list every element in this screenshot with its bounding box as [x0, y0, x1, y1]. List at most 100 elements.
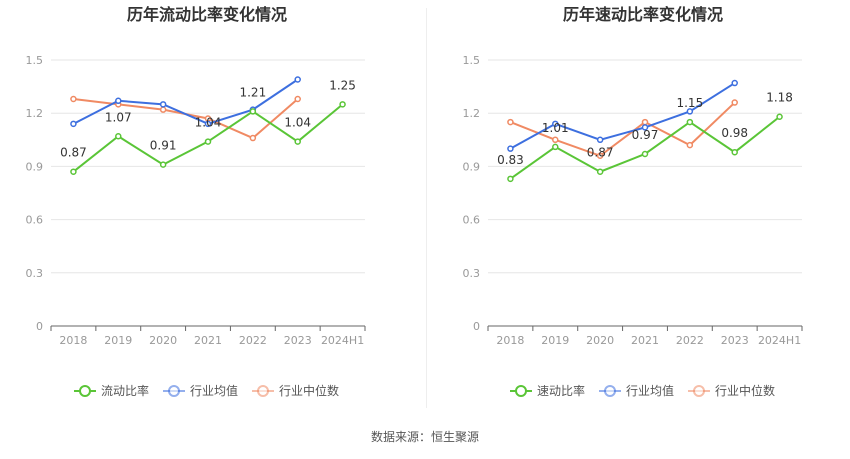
data-label: 1.04	[284, 116, 311, 130]
data-point-avg	[204, 120, 212, 128]
data-point-ratio	[70, 168, 77, 175]
legend-item-avg[interactable]: 行业均值	[599, 383, 674, 398]
data-point-median	[686, 141, 694, 149]
y-tick-label: 0	[36, 320, 43, 333]
data-point-avg	[70, 120, 77, 128]
x-tick-label: 2018	[59, 334, 87, 347]
legend-marker-icon	[79, 385, 91, 397]
x-tick-label: 2019	[104, 334, 132, 347]
x-tick-label: 2022	[676, 334, 704, 347]
y-tick-label: 0.3	[463, 267, 481, 280]
data-point-ratio	[731, 148, 738, 156]
y-tick-label: 0.9	[463, 160, 481, 173]
data-point-avg	[596, 136, 604, 144]
y-tick-label: 0.9	[26, 160, 44, 173]
data-point-avg	[641, 124, 649, 131]
data-point-ratio	[204, 138, 212, 145]
data-point-avg	[507, 145, 514, 152]
data-label: 1.21	[239, 85, 266, 99]
y-tick-label: 1.2	[463, 107, 481, 120]
data-point-median	[552, 136, 559, 144]
data-point-avg	[686, 108, 694, 115]
data-point-ratio	[776, 113, 783, 120]
chart-divider	[426, 8, 427, 408]
data-label: 1.15	[676, 96, 703, 110]
y-tick-label: 0.6	[463, 214, 481, 227]
legend-label: 行业均值	[626, 383, 674, 398]
data-point-avg	[731, 79, 738, 87]
series-avg	[70, 76, 301, 128]
legend-marker-icon	[693, 385, 705, 397]
data-label: 1.18	[766, 91, 793, 105]
legend: 流动比率 行业均值 行业中位数	[74, 383, 339, 398]
y-tick-label: 1.5	[26, 54, 44, 67]
data-point-median	[507, 118, 514, 126]
data-point-avg	[552, 120, 559, 128]
chart-2: 历年速动比率变化情况 0 0.3 0.6 0.9 1.2 1.5 2018 2019 2020 20…	[463, 5, 803, 398]
series-line-avg	[72, 78, 299, 125]
data-point-avg	[294, 76, 301, 83]
data-label: 0.87	[60, 146, 87, 160]
data-point-median	[294, 95, 301, 103]
data-source-label: 数据来源：恒生聚源	[370, 430, 479, 444]
legend-marker-icon	[515, 385, 527, 397]
data-label: 1.07	[105, 110, 132, 124]
x-tick-label: 2023	[721, 334, 749, 347]
data-point-median	[70, 95, 77, 103]
chart-title: 历年速动比率变化情况	[563, 5, 723, 24]
data-label: 1.01	[542, 121, 569, 135]
legend-label: 速动比率	[537, 383, 585, 398]
series-line-avg	[509, 82, 736, 150]
chart-title: 历年流动比率变化情况	[127, 5, 287, 24]
y-tick-label: 0.3	[26, 267, 44, 280]
data-point-ratio	[159, 161, 167, 168]
series-ratio: 0.87 1.07 0.91 1.04 1.21 1.04 1.25	[60, 78, 356, 175]
data-label: 1.25	[329, 78, 356, 92]
data-point-median	[596, 152, 604, 160]
data-point-median	[641, 118, 649, 126]
data-label: 1.04	[195, 116, 222, 130]
legend-marker-icon	[257, 385, 269, 397]
data-label: 0.87	[587, 146, 614, 160]
legend-label: 流动比率	[101, 383, 149, 398]
data-point-median	[159, 106, 167, 113]
data-point-ratio	[552, 143, 559, 151]
x-tick-label: 2023	[284, 334, 312, 347]
series-avg	[507, 79, 738, 152]
series-median	[507, 99, 738, 160]
data-point-ratio	[686, 118, 694, 126]
data-label: 0.83	[497, 153, 524, 167]
x-tick-label: 2022	[239, 334, 267, 347]
data-point-median	[249, 134, 257, 142]
x-tick-label: 2020	[149, 334, 177, 347]
x-tick-label: 2019	[541, 334, 569, 347]
x-tick-label: 2021	[631, 334, 659, 347]
legend: 速动比率 行业均值 行业中位数	[510, 383, 775, 398]
data-point-avg	[115, 97, 122, 105]
x-tick-label: 2018	[496, 334, 524, 347]
legend-item-ratio[interactable]: 流动比率	[74, 383, 149, 398]
legend-label: 行业均值	[190, 383, 238, 398]
y-tick-label: 0	[473, 320, 480, 333]
legend-label: 行业中位数	[279, 383, 339, 398]
legend-item-median[interactable]: 行业中位数	[688, 383, 775, 398]
data-point-avg	[159, 101, 167, 108]
legend-item-median[interactable]: 行业中位数	[252, 383, 339, 398]
y-tick-label: 1.2	[26, 107, 44, 120]
legend-marker-icon	[168, 385, 180, 397]
x-tick-label: 2024H1	[758, 334, 801, 347]
y-tick-label: 0.6	[26, 214, 44, 227]
data-label: 0.98	[721, 126, 748, 140]
y-tick-label: 1.5	[463, 54, 481, 67]
legend-item-avg[interactable]: 行业均值	[163, 383, 238, 398]
data-point-ratio	[641, 150, 649, 158]
data-point-ratio	[115, 133, 122, 140]
data-point-ratio	[339, 101, 346, 108]
legend-marker-icon	[604, 385, 616, 397]
data-label: 0.91	[150, 139, 177, 153]
chart-1: 历年流动比率变化情况 0 0.3 0.6 0.9 1.2 1.5 2018 2019 2020 20…	[26, 5, 366, 398]
data-label: 0.97	[632, 128, 659, 142]
legend-item-ratio[interactable]: 速动比率	[510, 383, 585, 398]
series-line-median	[510, 101, 736, 157]
data-point-ratio	[294, 138, 301, 145]
